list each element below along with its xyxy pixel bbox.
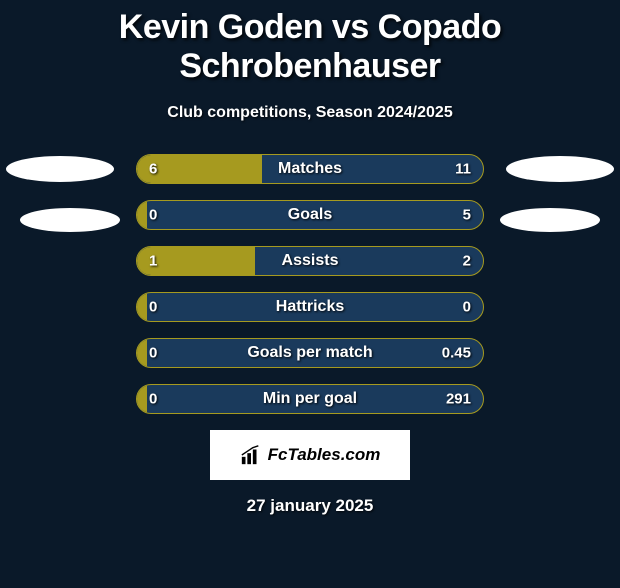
player1-value: 0 bbox=[149, 391, 157, 408]
player2-value: 0.45 bbox=[442, 345, 471, 362]
player2-oval-top bbox=[506, 156, 614, 182]
chart-icon bbox=[240, 444, 262, 466]
player2-value: 2 bbox=[463, 253, 471, 270]
stat-label: Hattricks bbox=[276, 298, 344, 316]
bars-container: 6 Matches 11 0 Goals 5 1 Assists 2 0 Hattricks 0 0 Go… bbox=[136, 154, 484, 414]
stat-bar: 0 Min per goal 291 bbox=[136, 384, 484, 414]
date-text: 27 january 2025 bbox=[0, 496, 620, 516]
stat-bar: 0 Goals 5 bbox=[136, 200, 484, 230]
stat-label: Min per goal bbox=[263, 390, 357, 408]
player2-value: 11 bbox=[455, 161, 471, 178]
player1-value: 0 bbox=[149, 299, 157, 316]
player1-oval-top bbox=[6, 156, 114, 182]
bar-fill bbox=[137, 201, 147, 229]
stat-label: Matches bbox=[278, 160, 342, 178]
player2-value: 5 bbox=[463, 207, 471, 224]
player1-value: 0 bbox=[149, 207, 157, 224]
bar-fill bbox=[137, 339, 147, 367]
page-title: Kevin Goden vs Copado Schrobenhauser bbox=[0, 8, 620, 86]
logo-text: FcTables.com bbox=[268, 445, 381, 465]
bar-fill bbox=[137, 385, 147, 413]
stat-bar: 1 Assists 2 bbox=[136, 246, 484, 276]
stat-label: Goals per match bbox=[247, 344, 372, 362]
stat-bar: 0 Goals per match 0.45 bbox=[136, 338, 484, 368]
player2-value: 291 bbox=[446, 391, 471, 408]
player1-value: 0 bbox=[149, 345, 157, 362]
fctables-logo: FcTables.com bbox=[210, 430, 410, 480]
player2-oval-bottom bbox=[500, 208, 600, 232]
stat-label: Goals bbox=[288, 206, 332, 224]
subtitle: Club competitions, Season 2024/2025 bbox=[0, 104, 620, 122]
stat-bar: 6 Matches 11 bbox=[136, 154, 484, 184]
bar-fill bbox=[137, 293, 147, 321]
comparison-chart: 6 Matches 11 0 Goals 5 1 Assists 2 0 Hattricks 0 0 Go… bbox=[0, 154, 620, 414]
stat-bar: 0 Hattricks 0 bbox=[136, 292, 484, 322]
player1-oval-bottom bbox=[20, 208, 120, 232]
stat-label: Assists bbox=[282, 252, 339, 270]
player1-value: 1 bbox=[149, 253, 157, 270]
player1-value: 6 bbox=[149, 161, 157, 178]
player2-value: 0 bbox=[463, 299, 471, 316]
